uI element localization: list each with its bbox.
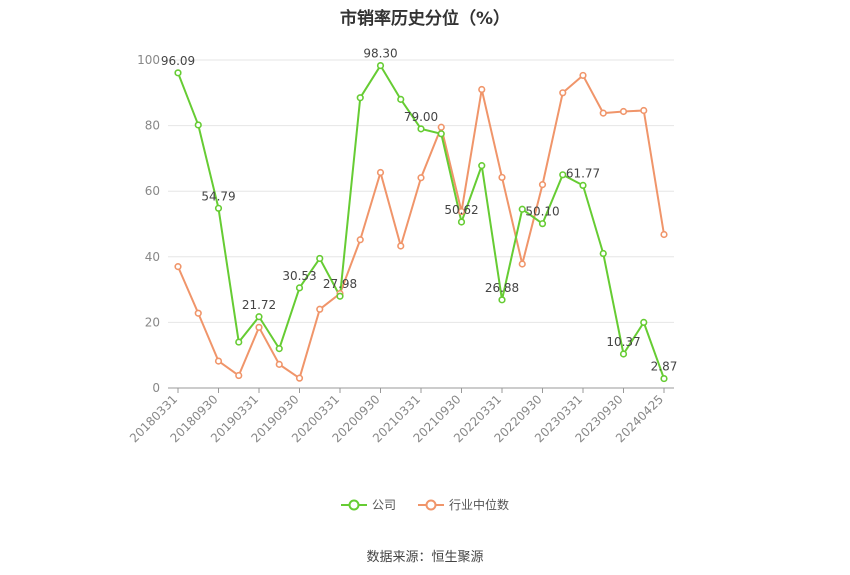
data-label: 54.79: [201, 189, 235, 203]
data-point-industry: [579, 71, 587, 80]
data-point-industry: [295, 374, 304, 382]
data-label: 79.00: [404, 110, 438, 124]
data-point-company: [498, 296, 506, 304]
data-point-company: [194, 121, 202, 129]
data-point-company: [316, 254, 324, 263]
data-point-industry: [417, 174, 425, 182]
data-point-company: [174, 69, 182, 77]
y-tick-label: 60: [145, 184, 160, 198]
legend: 公司 行业中位数: [0, 496, 850, 513]
data-point-company: [640, 318, 648, 327]
data-point-company: [275, 345, 283, 353]
data-label: 26.88: [485, 281, 519, 295]
data-point-company: [336, 292, 344, 300]
data-label: 50.62: [444, 203, 478, 217]
data-point-industry: [599, 109, 607, 117]
data-point-industry: [457, 207, 466, 216]
data-point-industry: [275, 360, 283, 368]
data-point-company: [599, 249, 607, 258]
data-point-company: [376, 61, 385, 70]
data-point-company: [437, 130, 445, 138]
data-point-company: [295, 284, 304, 292]
industry-legend-icon: [418, 499, 444, 510]
chart-title: 市销率历史分位（%）: [339, 9, 511, 29]
data-point-industry: [235, 371, 243, 380]
data-point-industry: [214, 357, 223, 365]
data-label: 10.37: [606, 335, 640, 349]
data-point-industry: [397, 242, 405, 250]
data-point-industry: [194, 309, 202, 317]
data-label: 61.77: [566, 166, 600, 180]
y-tick-label: 20: [145, 315, 160, 329]
data-label: 96.09: [161, 54, 195, 68]
data-point-company: [478, 162, 486, 170]
data-label: 30.53: [282, 269, 316, 283]
data-point-industry: [356, 236, 364, 244]
data-point-company: [356, 94, 364, 102]
data-point-company: [214, 204, 223, 212]
y-tick-label: 80: [145, 119, 160, 133]
data-point-industry: [559, 89, 567, 97]
data-label: 2.87: [651, 360, 678, 374]
data-point-company: [518, 205, 526, 213]
legend-label-company: 公司: [371, 498, 396, 512]
y-tick-label: 40: [145, 250, 160, 264]
data-point-industry: [376, 168, 385, 177]
data-point-industry: [437, 123, 445, 131]
data-labels: 96.09 54.79 21.72 30.53 27.98 98.30 79.00 50.62…: [161, 47, 678, 374]
data-point-industry: [518, 260, 526, 268]
source-note: 数据来源：恒生聚源: [366, 550, 484, 565]
company-legend-icon: [340, 499, 367, 510]
data-point-industry: [316, 305, 324, 313]
data-point-industry: [255, 323, 263, 331]
data-point-company: [235, 338, 243, 346]
data-point-industry: [498, 173, 506, 182]
data-point-industry: [174, 263, 182, 271]
data-point-company: [660, 374, 668, 383]
y-tick-label: 0: [152, 381, 160, 395]
data-label: 27.98: [323, 277, 357, 291]
data-point-company: [255, 313, 263, 321]
gridlines: [168, 59, 674, 323]
data-point-company: [457, 218, 466, 226]
series-points: [174, 61, 668, 383]
data-point-company: [579, 181, 587, 189]
data-point-company: [619, 350, 628, 358]
data-point-industry: [660, 230, 668, 239]
data-label: 21.72: [242, 298, 276, 312]
data-point-company: [397, 95, 405, 103]
data-point-industry: [619, 107, 628, 116]
legend-item-company[interactable]: 公司: [340, 496, 396, 513]
data-point-company: [417, 125, 425, 133]
legend-item-industry[interactable]: 行业中位数: [418, 496, 509, 513]
data-label: 98.30: [363, 47, 397, 61]
y-tick-label: 100: [137, 53, 160, 67]
data-point-company: [559, 171, 567, 179]
data-point-company: [538, 220, 547, 228]
data-point-industry: [538, 181, 547, 189]
data-label: 50.10: [525, 205, 559, 219]
legend-label-industry: 行业中位数: [449, 498, 510, 512]
data-point-industry: [640, 106, 648, 115]
data-point-industry: [478, 85, 486, 94]
